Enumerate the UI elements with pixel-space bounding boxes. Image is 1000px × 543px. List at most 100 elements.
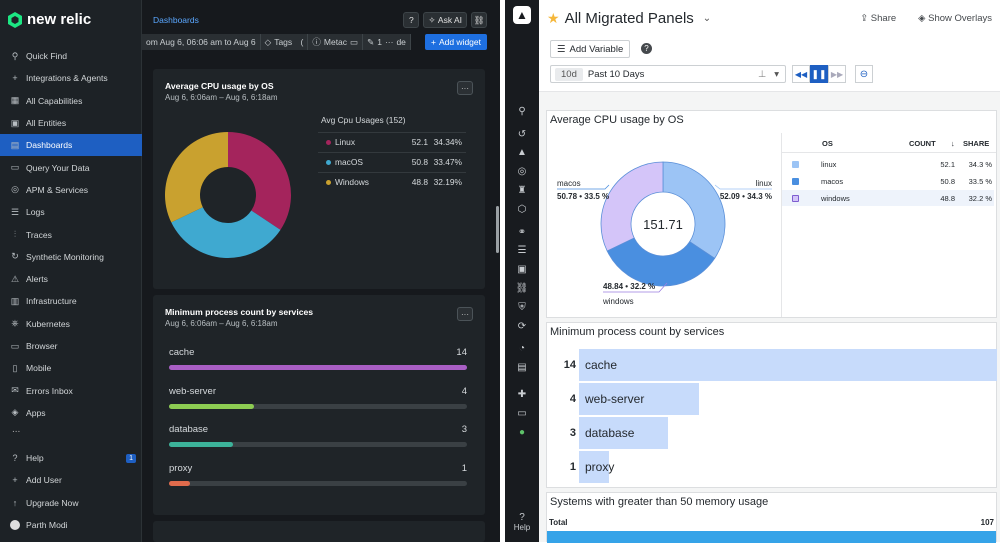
sidebar-item-apps[interactable]: ◈ Apps	[0, 402, 142, 424]
sidebar-item-kubernetes[interactable]: ⎈ Kubernetes	[0, 313, 142, 335]
sidebar-item-browser[interactable]: ▭ Browser	[0, 335, 142, 357]
sort-arrow-icon[interactable]: ↓	[951, 139, 955, 148]
show-overlays-button[interactable]: ◈ Show Overlays	[918, 13, 992, 24]
card-menu-button[interactable]: ···	[457, 307, 473, 321]
sidebar-item-apm-services[interactable]: ◎ APM & Services	[0, 179, 142, 201]
share-label: Share	[870, 13, 897, 24]
step-forward-button[interactable]: ▶▶	[828, 65, 846, 83]
time-range-picker[interactable]: 10d Past 10 Days ⊥ ▾	[550, 65, 786, 83]
search-icon: ⚲	[11, 50, 19, 61]
bar-row[interactable]: 14 cache	[549, 348, 997, 382]
legend-row[interactable]: Windows 48.8 32.19%	[318, 172, 466, 191]
add-user-label: Add User	[26, 475, 62, 486]
newrelic-logo[interactable]: new relic	[8, 11, 91, 28]
sidebar-item-logs[interactable]: ☰ Logs	[0, 201, 142, 223]
card-menu-button[interactable]: ···	[457, 81, 473, 95]
sidebar-item-mobile[interactable]: ▯ Mobile	[0, 357, 142, 379]
sidebar-item-traces[interactable]: ⫶ Traces	[0, 223, 142, 245]
refresh-icon[interactable]: ⟳	[517, 320, 527, 332]
user-item[interactable]: Parth Modi	[0, 514, 142, 536]
sidebar-item-synthetic-monitoring[interactable]: ↻ Synthetic Monitoring	[0, 246, 142, 268]
pin-icon[interactable]: ⊥	[757, 68, 767, 80]
col-os[interactable]: OS	[822, 139, 833, 148]
splitter-handle[interactable]	[496, 206, 499, 253]
upgrade-item[interactable]: ↑ Upgrade Now	[0, 492, 142, 514]
sidebar-item-label: Errors Inbox	[26, 385, 73, 396]
legend-row[interactable]: macOS 50.8 33.47%	[318, 152, 466, 171]
legend-row[interactable]: Linux 52.1 34.34%	[318, 132, 466, 151]
pause-button[interactable]: ❚❚	[810, 65, 828, 83]
bar-row[interactable]: 4 web-server	[549, 382, 996, 416]
binoculars-icon[interactable]: ♜	[517, 185, 527, 197]
pie-slice-windows[interactable]	[600, 161, 664, 252]
step-back-button[interactable]: ◀◀	[792, 65, 810, 83]
breadcrumb[interactable]: Dashboards	[153, 15, 199, 25]
col-share[interactable]: SHARE	[963, 139, 990, 148]
time-range-picker[interactable]: om Aug 6, 06:06 am to Aug 6	[142, 34, 261, 50]
donut-slice-windows[interactable]	[165, 132, 228, 223]
bar-row[interactable]: 1 proxy	[549, 450, 996, 484]
ask-ai-button[interactable]: ✧ Ask AI	[423, 12, 467, 28]
sparkle-icon: ✧	[428, 14, 436, 25]
storage-icon[interactable]: ▤	[517, 362, 527, 374]
zoom-out-button[interactable]: ⊖	[855, 65, 873, 83]
sidebar-item-errors-inbox[interactable]: ✉ Errors Inbox	[0, 379, 142, 401]
messages-icon[interactable]: ▭	[517, 407, 527, 419]
cube-icon[interactable]: ⬡	[517, 203, 527, 215]
cpu-pie-chart: 151.71 macos 50.78 • 33.5 % linux 52.09 • 34…	[557, 161, 772, 306]
table-row[interactable]: windows 48.8 32.2 %	[782, 190, 994, 206]
sidebar-item-all-entities[interactable]: ▣ All Entities	[0, 112, 142, 134]
nodes-icon[interactable]: ⚭	[517, 226, 527, 238]
edit-button[interactable]: ✎ 1 ··· de	[363, 34, 411, 50]
help-item[interactable]: ? Help 1	[0, 447, 142, 469]
panels-icon[interactable]: ▣	[517, 264, 527, 276]
sidebar-item-query-your-data[interactable]: ▭ Query Your Data	[0, 156, 142, 178]
chart-icon[interactable]: ▲	[517, 147, 527, 159]
add-widget-label: Add widget	[438, 37, 481, 47]
sidebar-item-all-capabilities[interactable]: ▦ All Capabilities	[0, 90, 142, 112]
add-widget-button[interactable]: + Add widget	[424, 34, 487, 50]
sidebar-item-alerts[interactable]: ⚠ Alerts	[0, 268, 142, 290]
gauge-icon[interactable]: ◔	[518, 343, 526, 355]
star-icon[interactable]: ★	[547, 10, 560, 26]
sidebar-item-infrastructure[interactable]: ▥ Infrastructure	[0, 290, 142, 312]
sidebar-item-quick-find[interactable]: ⚲ Quick Find	[0, 45, 142, 67]
add-user-item[interactable]: + Add User	[0, 469, 142, 491]
share-button[interactable]: ⇪ Share	[860, 13, 896, 24]
table-row[interactable]: linux 52.1 34.3 %	[782, 156, 994, 172]
search-icon[interactable]: ⚲	[518, 105, 526, 117]
sidebar-item-integrations-agents[interactable]: + Integrations & Agents	[0, 67, 142, 89]
grafana-logo[interactable]: ▲	[513, 6, 531, 24]
sidebar-item-label: Mobile	[26, 363, 52, 374]
chevron-down-icon: ▾	[774, 68, 779, 80]
help-button[interactable]: ?	[403, 12, 420, 28]
link-icon[interactable]: ⛓	[515, 283, 529, 295]
table-row[interactable]: macos 50.8 33.5 %	[782, 173, 994, 189]
puzzle-icon[interactable]: ✚	[517, 389, 527, 401]
pie-label-windows: windows	[602, 297, 634, 306]
list-icon[interactable]: ☰	[517, 245, 527, 257]
pie-slice-macos[interactable]	[606, 237, 716, 287]
donut-slice-macos[interactable]	[171, 207, 281, 258]
sidebar-item-dashboards[interactable]: ▤ Dashboards	[0, 134, 142, 157]
pie-value-macos: 50.78 • 33.5 %	[557, 192, 609, 201]
bar-value: 1	[569, 461, 576, 473]
grafana-help[interactable]: ? Help	[505, 512, 539, 532]
col-count[interactable]: COUNT	[909, 139, 936, 148]
pause-icon: ❚❚	[811, 68, 827, 79]
avatar[interactable]: ●	[518, 426, 526, 438]
tags-button[interactable]: ◇ Tags (	[260, 34, 309, 50]
legend-name: Windows	[335, 177, 369, 187]
link-button[interactable]: ⛓	[471, 12, 487, 28]
pie-slice-linux[interactable]	[662, 161, 726, 259]
donut-slice-linux[interactable]	[228, 132, 291, 230]
nav-more[interactable]: ...	[12, 424, 21, 436]
metadata-button[interactable]: ⓘ Metac ▭	[308, 34, 364, 50]
target-icon[interactable]: ◎	[517, 166, 527, 178]
add-variable-button[interactable]: ☰ Add Variable	[550, 40, 631, 58]
bar-row[interactable]: 3 database	[549, 416, 996, 450]
help-circle-icon[interactable]: ?	[641, 43, 652, 54]
history-icon[interactable]: ↺	[517, 128, 527, 140]
chevron-down-icon[interactable]: ⌄	[702, 13, 712, 24]
shield-icon[interactable]: ⛨	[518, 301, 526, 313]
